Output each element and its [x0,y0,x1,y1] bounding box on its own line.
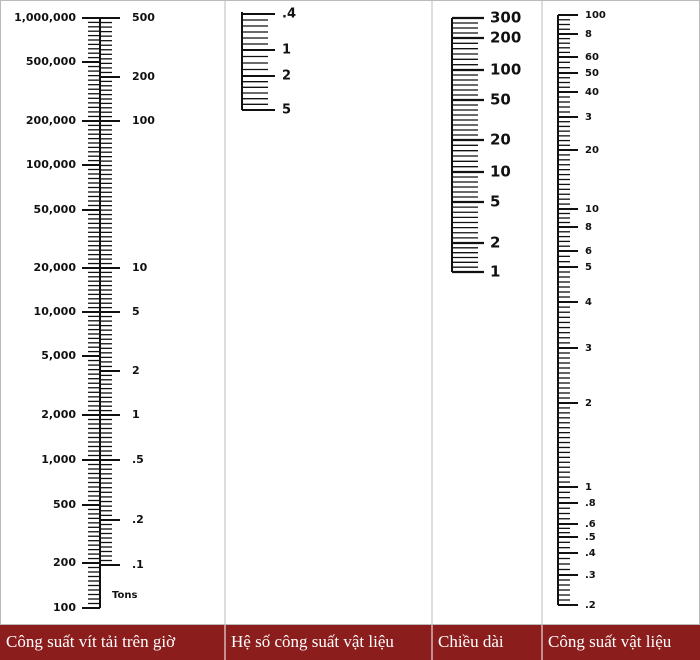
scale-label: 5 [585,262,592,273]
scale-label: .6 [585,519,596,530]
scale-label: 200 [132,70,155,83]
scale-label: 1,000,000 [14,11,76,24]
scale-label: 1 [132,408,140,421]
scale-label: 60 [585,52,599,63]
scale-label: 10 [490,163,511,181]
scale-label: 10,000 [34,305,77,318]
scale-label: 1 [282,43,291,58]
scale-label: 50 [490,91,511,109]
scale-label: 20,000 [34,261,77,274]
scale-label: 8 [585,222,592,233]
scale-label: 200 [53,556,76,569]
scale-label: 10 [585,204,599,215]
scale-label: 1,000 [41,453,76,466]
scale-label: 300 [490,9,521,27]
column-label: Công suất vít tải trên giờ [6,632,176,651]
scale-label: 20 [490,131,511,149]
scale-label: 1 [585,482,592,493]
scale-label: 2 [282,69,291,84]
scale-label: 5 [132,305,140,318]
unit-label: Tons [112,590,137,601]
scale-label: .3 [585,570,596,581]
footer-row [0,625,700,660]
scale-label: 6 [585,246,592,257]
scale-label: 100 [585,10,606,21]
column-label: Công suất vật liệu [548,632,672,651]
scale-label: 200,000 [26,114,76,127]
scale-label: 20 [585,145,599,156]
column-label: Chiều dài [438,632,504,651]
scale-label: 3 [585,343,592,354]
scale-label: .8 [585,498,596,509]
scale-label: 5 [490,193,500,211]
scale-label: .4 [585,548,596,559]
scale-label: 50,000 [34,203,77,216]
scale-label: 100 [132,114,155,127]
scale-label: 100 [53,601,76,614]
scale-label: 2,000 [41,408,76,421]
scale-label: 5,000 [41,349,76,362]
scale-label: .2 [585,600,596,611]
scale-label: 500 [132,11,155,24]
scale-label: 50 [585,68,599,79]
scale-label: 2 [490,234,500,252]
scale-label: 100,000 [26,158,76,171]
scale-label: 500 [53,498,76,511]
scale-label: 1 [490,263,500,281]
scale-label: .1 [132,558,144,571]
scale-label: 8 [585,29,592,40]
scale-label: 200 [490,29,521,47]
scale-label: 100 [490,61,521,79]
scale-label: .5 [585,532,596,543]
scale-label: .5 [132,453,144,466]
scale-label: .2 [132,513,144,526]
scale-label: 5 [282,103,291,118]
scale-label: 10 [132,261,148,274]
scale-label: 2 [585,398,592,409]
scale-label: 40 [585,87,599,98]
scale-label: .4 [282,7,296,22]
scale-label: 2 [132,364,140,377]
scale-label: 500,000 [26,55,76,68]
scale-label: 4 [585,297,592,308]
column-label: Hệ số công suất vật liệu [231,632,394,651]
scale-label: 3 [585,112,592,123]
